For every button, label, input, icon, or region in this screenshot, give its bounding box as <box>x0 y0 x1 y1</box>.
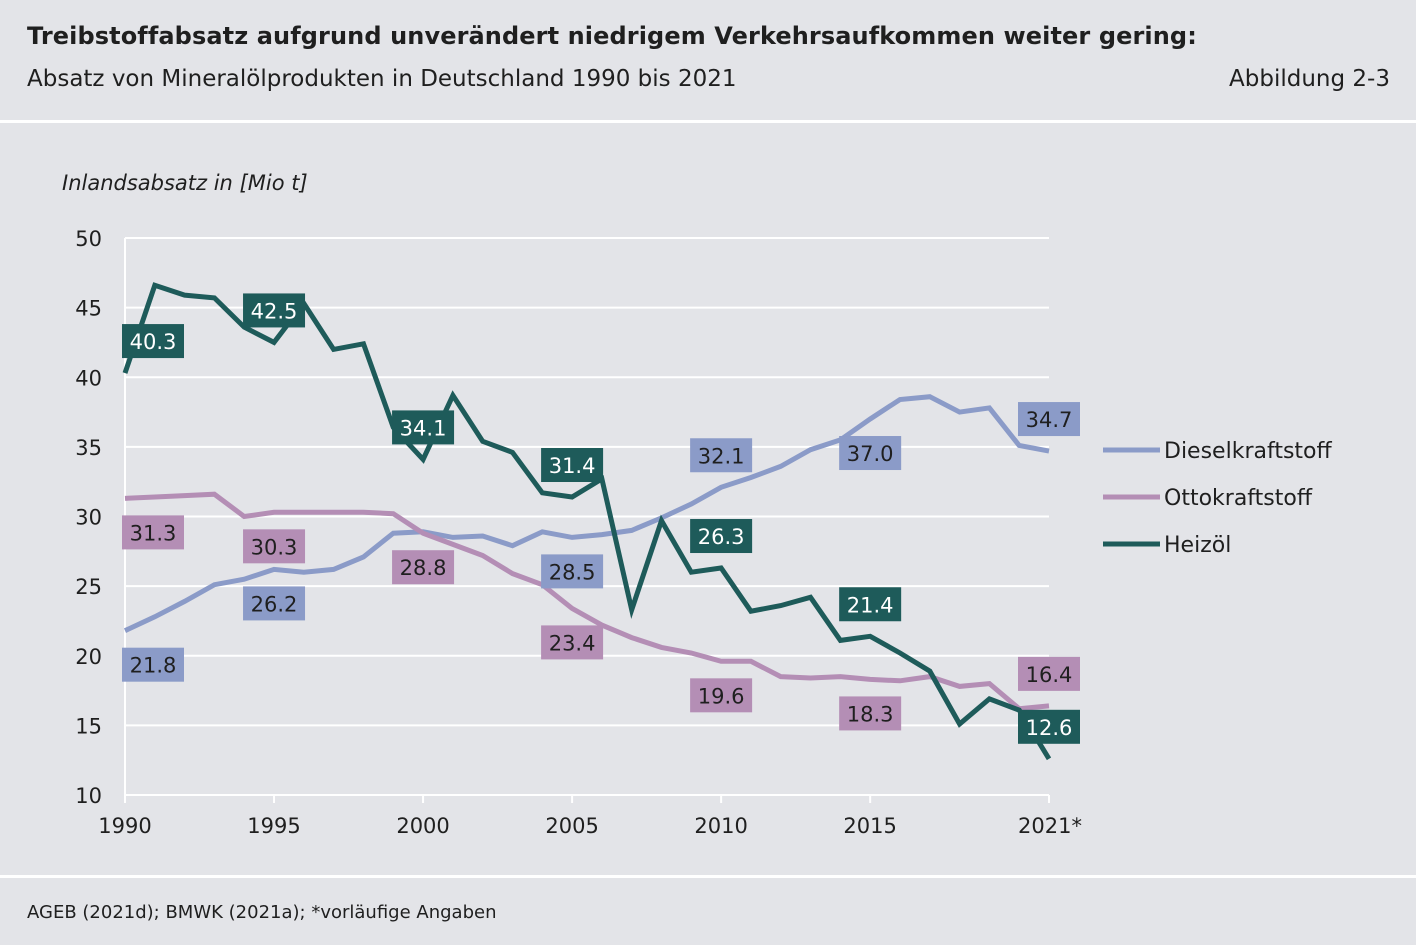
data-label-text: 32.1 <box>698 444 745 468</box>
x-tick-label: 1995 <box>247 814 300 838</box>
data-label-box <box>839 436 902 471</box>
figure-number: Abbildung 2-3 <box>1229 66 1390 92</box>
data-label-heizöl: 34.1 <box>392 410 455 445</box>
y-tick-label: 20 <box>75 645 102 669</box>
data-label-heizöl: 26.3 <box>690 519 753 554</box>
data-label-box <box>690 438 753 473</box>
data-label-box <box>243 529 306 564</box>
x-tick-label: 2000 <box>396 814 449 838</box>
legend-item-heizöl: Heizöl <box>1103 533 1231 558</box>
data-label-heizöl: 12.6 <box>1018 709 1080 744</box>
data-label-box <box>690 678 753 713</box>
data-label-text: 16.4 <box>1026 663 1073 687</box>
axes: 10 15 20 25 30 35 40 45 50 1990 1995 2000 2005 2010 20… <box>75 227 1082 838</box>
legend-item-ottokraftstoff: Ottokraftstoff <box>1103 486 1313 511</box>
data-label-text: 28.5 <box>549 560 596 584</box>
data-label-box <box>541 448 604 483</box>
y-tick-label: 35 <box>75 436 102 460</box>
data-label-text: 40.3 <box>130 330 177 354</box>
data-label-ottokraftstoff: 23.4 <box>541 625 604 660</box>
data-label-dieselkraftstoff: 32.1 <box>690 438 753 473</box>
data-label-text: 23.4 <box>549 631 596 655</box>
data-label-box <box>392 550 455 585</box>
data-label-box <box>541 554 604 589</box>
data-label-heizöl: 21.4 <box>839 587 902 622</box>
series-line-dieselkraftstoff <box>123 394 1050 633</box>
data-label-box <box>122 647 184 682</box>
data-label-ottokraftstoff: 31.3 <box>122 515 184 550</box>
legend-label: Heizöl <box>1164 533 1231 558</box>
data-label-dieselkraftstoff: 21.8 <box>122 647 184 682</box>
figure-title: Treibstoffabsatz aufgrund unverändert ni… <box>27 22 1197 50</box>
legend: Dieselkraftstoff Ottokraftstoff Heizöl <box>1103 439 1332 558</box>
figure-subtitle: Absatz von Mineralölprodukten in Deutsch… <box>27 66 737 92</box>
data-label-text: 31.3 <box>130 521 177 545</box>
y-tick-label: 10 <box>75 784 102 808</box>
data-label-text: 26.3 <box>698 525 745 549</box>
data-label-box <box>1018 402 1080 437</box>
data-label-box <box>243 586 306 621</box>
data-label-text: 28.8 <box>400 556 447 580</box>
data-label-box <box>839 587 902 622</box>
data-label-text: 42.5 <box>251 299 298 323</box>
data-label-text: 19.6 <box>698 684 745 708</box>
figure-header: Treibstoffabsatz aufgrund unverändert ni… <box>0 0 1416 116</box>
data-label-dieselkraftstoff: 34.7 <box>1018 402 1080 437</box>
data-label-box <box>392 410 455 445</box>
chart-panel: 10 15 20 25 30 35 40 45 50 1990 1995 2000 2005 2010 20… <box>0 120 1416 878</box>
data-label-dieselkraftstoff: 28.5 <box>541 554 604 589</box>
data-label-ottokraftstoff: 18.3 <box>839 696 902 731</box>
y-tick-label: 30 <box>75 506 102 530</box>
data-label-text: 34.7 <box>1026 408 1073 432</box>
y-tick-label: 25 <box>75 575 102 599</box>
data-label-text: 18.3 <box>847 702 894 726</box>
data-label-text: 26.2 <box>251 592 298 616</box>
data-label-dieselkraftstoff: 37.0 <box>839 436 902 471</box>
data-label-ottokraftstoff: 28.8 <box>392 550 455 585</box>
data-label-box <box>839 696 902 731</box>
data-label-text: 21.8 <box>130 654 177 678</box>
legend-label: Dieselkraftstoff <box>1164 439 1332 464</box>
y-tick-label: 15 <box>75 714 102 738</box>
y-tick-label: 50 <box>75 227 102 251</box>
data-label-box <box>243 293 306 328</box>
x-tick-label: 2010 <box>694 814 747 838</box>
y-tick-label: 40 <box>75 366 102 390</box>
x-tick-label: 2005 <box>545 814 598 838</box>
line-chart: 10 15 20 25 30 35 40 45 50 1990 1995 2000 2005 2010 20… <box>62 171 1332 838</box>
x-tick-label: 1990 <box>98 814 151 838</box>
data-label-box <box>1018 656 1080 691</box>
data-label-ottokraftstoff: 16.4 <box>1018 656 1080 691</box>
y-tick-label: 45 <box>75 297 102 321</box>
data-label-dieselkraftstoff: 26.2 <box>243 586 306 621</box>
source-note: AGEB (2021d); BMWK (2021a); *vorläufige … <box>27 902 497 923</box>
data-label-box <box>122 515 184 550</box>
series-line-ottokraftstoff <box>124 491 1050 712</box>
data-label-text: 37.0 <box>847 442 894 466</box>
data-label-text: 12.6 <box>1026 716 1073 740</box>
data-label-text: 34.1 <box>400 416 447 440</box>
data-label-heizöl: 40.3 <box>122 324 184 359</box>
series-lines <box>122 282 1052 761</box>
data-labels: 21.8 26.2 28.5 32.1 37.0 34.7 31.3 30.3 28.8 23.4… <box>122 293 1080 744</box>
legend-label: Ottokraftstoff <box>1164 486 1313 511</box>
x-tick-label: 2015 <box>843 814 896 838</box>
series-line-heizöl <box>122 282 1052 761</box>
data-label-box <box>1018 709 1080 744</box>
data-label-heizöl: 42.5 <box>243 293 306 328</box>
data-label-heizöl: 31.4 <box>541 448 604 483</box>
legend-item-dieselkraftstoff: Dieselkraftstoff <box>1103 439 1332 464</box>
data-label-ottokraftstoff: 30.3 <box>243 529 306 564</box>
data-label-text: 21.4 <box>847 593 894 617</box>
y-axis-label: Inlandsabsatz in [Mio t] <box>62 171 308 195</box>
data-label-ottokraftstoff: 19.6 <box>690 678 753 713</box>
data-label-text: 30.3 <box>251 535 298 559</box>
data-label-box <box>690 519 753 554</box>
data-label-text: 31.4 <box>549 454 596 478</box>
data-label-box <box>541 625 604 660</box>
data-label-box <box>122 324 184 359</box>
x-tick-label: 2021* <box>1018 814 1082 838</box>
